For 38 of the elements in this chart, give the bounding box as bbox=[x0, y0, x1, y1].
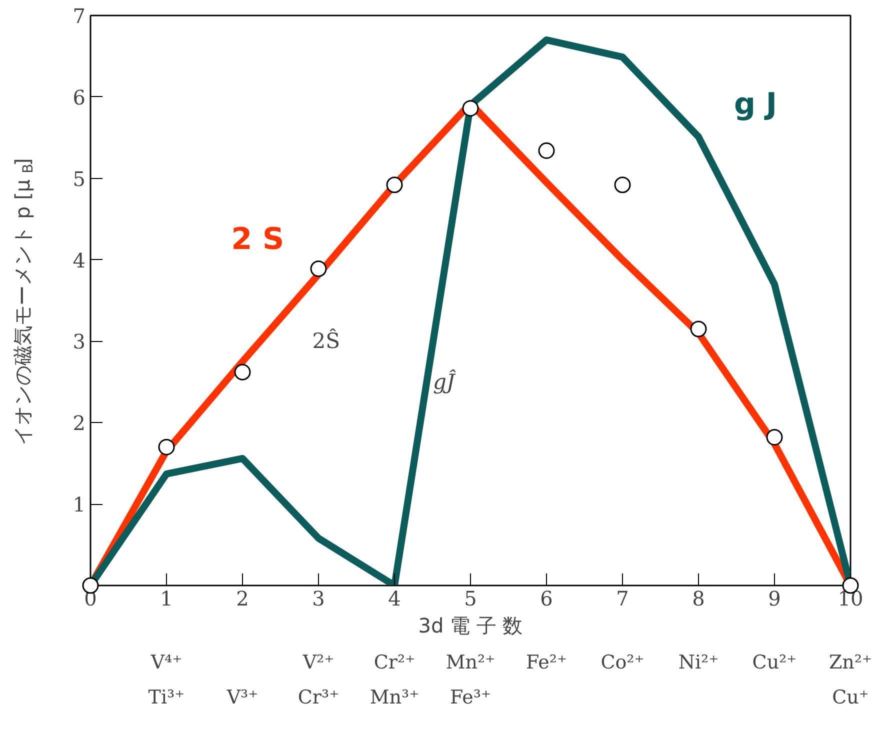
x-tick-label: 3 bbox=[312, 586, 325, 610]
text: V⁴⁺ bbox=[150, 652, 182, 674]
text: Ti³⁺ bbox=[148, 686, 185, 709]
text: Mn³⁺ bbox=[370, 686, 420, 709]
text: Co²⁺ bbox=[600, 652, 644, 674]
x-tick-label: 9 bbox=[768, 586, 781, 610]
text: Cu⁺ bbox=[832, 686, 869, 709]
series-label: g J bbox=[734, 86, 778, 122]
x-tick-label: 7 bbox=[616, 586, 629, 610]
annotation: 2Ŝ bbox=[312, 328, 340, 354]
text: V²⁺ bbox=[302, 652, 334, 674]
y-tick-label: 5 bbox=[72, 166, 86, 191]
text: Zn²⁺ bbox=[828, 652, 872, 674]
text: Cr³⁺ bbox=[298, 686, 340, 709]
x-tick-label: 5 bbox=[464, 586, 477, 610]
x-axis-title: 3d 電 子 数 bbox=[418, 614, 523, 638]
y-tick-label: 7 bbox=[72, 4, 86, 28]
annotation: gĴ bbox=[432, 368, 456, 394]
text: Ni²⁺ bbox=[678, 652, 719, 674]
text: Mn²⁺ bbox=[446, 652, 496, 674]
x-tick-label: 4 bbox=[388, 586, 401, 610]
y-tick-label: 2 bbox=[72, 411, 86, 436]
x-tick-label: 6 bbox=[540, 586, 553, 610]
text: Fe³⁺ bbox=[450, 686, 492, 709]
series-label: 2 S bbox=[231, 222, 284, 257]
x-tick-label: 1 bbox=[160, 586, 173, 610]
y-tick-label: 3 bbox=[72, 330, 86, 354]
text: V³⁺ bbox=[226, 686, 258, 709]
x-tick-label: 10 bbox=[838, 586, 864, 610]
y-axis-title: イオンの磁気モーメント p [μB] bbox=[10, 158, 36, 446]
text: Cu²⁺ bbox=[752, 652, 797, 674]
text: Cr²⁺ bbox=[374, 652, 416, 674]
y-tick-label: 6 bbox=[72, 85, 86, 110]
x-tick-label: 8 bbox=[692, 586, 705, 610]
x-tick-label: 2 bbox=[236, 586, 249, 610]
text: Fe²⁺ bbox=[526, 652, 568, 674]
y-tick-label: 4 bbox=[72, 248, 86, 272]
y-tick-label: 1 bbox=[72, 492, 86, 517]
